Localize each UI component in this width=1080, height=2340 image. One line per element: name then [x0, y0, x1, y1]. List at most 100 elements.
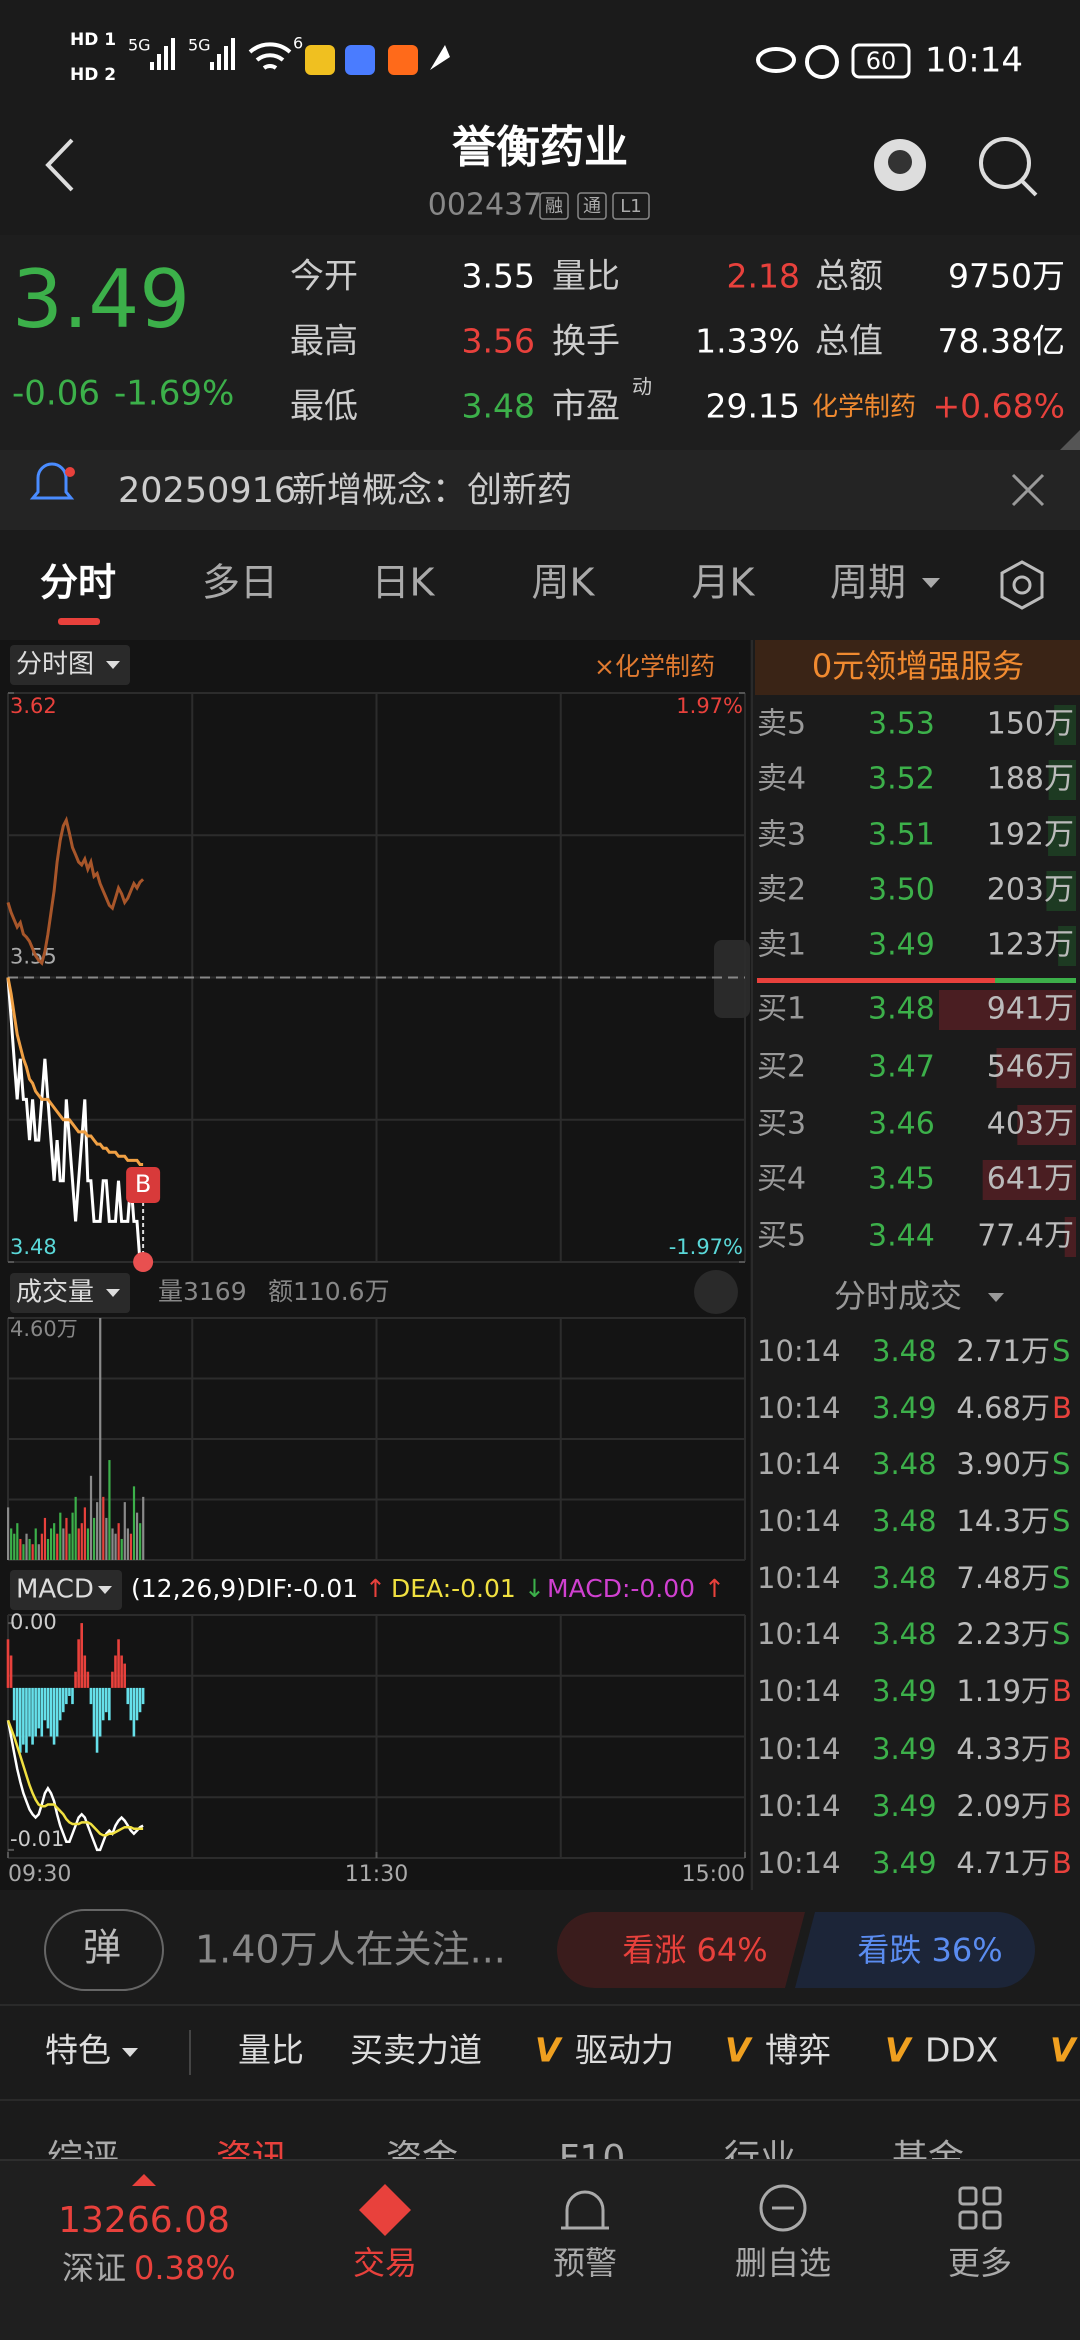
y-tick-label: 3.48: [10, 1235, 57, 1259]
book-price: 3.49: [868, 928, 935, 963]
trades-title: 分时成交: [834, 1277, 962, 1315]
chart-title-box[interactable]: [10, 1273, 130, 1313]
back-button[interactable]: [45, 138, 74, 192]
watchers: 1.40万人在关注...: [195, 1928, 506, 1972]
tab[interactable]: 周K: [532, 561, 596, 605]
macd-bar: [15, 1687, 19, 1737]
service-banner[interactable]: [755, 640, 1080, 695]
macd-bar: [28, 1687, 31, 1737]
nav-label[interactable]: 预警: [553, 2244, 617, 2282]
nav-label[interactable]: 删自选: [735, 2244, 831, 2282]
settings-icon[interactable]: [1000, 560, 1044, 610]
book-label: 卖3: [757, 818, 806, 853]
trade-price: 3.48: [872, 1504, 937, 1538]
trade-volume: 2.23万: [956, 1617, 1050, 1651]
macd-bar: [120, 1655, 123, 1688]
macd-bar: [74, 1671, 77, 1688]
tab[interactable]: 日K: [372, 561, 436, 605]
tab[interactable]: 多日: [202, 561, 278, 605]
trade-side: S: [1052, 1561, 1070, 1595]
chart-title-box[interactable]: [10, 645, 130, 685]
toolbar-item[interactable]: DDX: [925, 2031, 998, 2070]
book-volume: 641万: [987, 1162, 1074, 1197]
macd-params: (12,26,9): [131, 1574, 246, 1603]
macd-bar: [71, 1687, 74, 1705]
book-price: 3.46: [868, 1107, 935, 1142]
sim-label: HD 2: [70, 65, 116, 85]
trade-side: S: [1052, 1447, 1070, 1481]
macd-bar: [37, 1687, 41, 1729]
nav-icon[interactable]: [958, 2210, 978, 2230]
toolbar-item[interactable]: 博弈: [765, 2031, 831, 2070]
book-price: 3.44: [868, 1219, 935, 1254]
legend-arrow: ↑: [365, 1574, 386, 1603]
nav-icon[interactable]: [982, 2186, 1002, 2206]
chart-title-box[interactable]: [10, 1570, 122, 1610]
trade-time: 10:14: [757, 1674, 841, 1708]
volume-bar: [22, 1544, 25, 1560]
notice-bar[interactable]: [0, 450, 1080, 530]
tab[interactable]: 分时: [40, 561, 116, 605]
field-value: 3.55: [462, 257, 535, 296]
volume-bar: [105, 1517, 108, 1560]
app-icon: [388, 45, 418, 75]
signal-bar: [210, 62, 214, 70]
volume-bar: [117, 1523, 120, 1560]
depth-bar: [1048, 816, 1076, 856]
search-icon[interactable]: [979, 137, 1031, 189]
volume-bar: [53, 1523, 56, 1560]
macd-bar: [126, 1687, 130, 1705]
field-label: 量比: [552, 257, 620, 297]
toolbar-item[interactable]: 量比: [238, 2031, 304, 2070]
trade-time: 10:14: [757, 1334, 841, 1368]
volume-bar: [126, 1528, 129, 1560]
book-label: 卖1: [757, 928, 806, 963]
nav-label[interactable]: 更多: [948, 2244, 1012, 2282]
nav-icon[interactable]: [561, 2190, 609, 2230]
depth-bar: [1017, 1105, 1076, 1145]
macd-bar: [9, 1655, 13, 1688]
chart-title: MACD: [16, 1575, 94, 1605]
tab[interactable]: 周期: [830, 561, 906, 605]
nav-icon[interactable]: [982, 2210, 1002, 2230]
trade-price: 3.48: [872, 1447, 937, 1481]
close-notice[interactable]: [1011, 473, 1045, 507]
expand-button[interactable]: [694, 1270, 738, 1314]
trade-time: 10:14: [757, 1846, 841, 1880]
trade-volume: 2.71万: [956, 1334, 1050, 1368]
field-label: 总额: [815, 257, 883, 297]
bull-button[interactable]: [557, 1912, 805, 1988]
danmaku-button[interactable]: [44, 1909, 164, 1991]
volume-bar: [139, 1523, 142, 1560]
trade-side: S: [1052, 1334, 1070, 1368]
nav-icon[interactable]: [359, 2184, 411, 2236]
trade-side: B: [1052, 1846, 1072, 1880]
toolbar-item[interactable]: 买卖力道: [350, 2031, 482, 2070]
macd-bar: [25, 1687, 28, 1753]
nav-icon[interactable]: [759, 2184, 807, 2232]
toolbar-menu[interactable]: 特色: [45, 2031, 111, 2070]
chart-title: 成交量: [16, 1278, 94, 1308]
nav-label[interactable]: 交易: [353, 2244, 417, 2282]
y-tick-label: 0.00: [10, 1610, 57, 1634]
x-tick-label: 15:00: [682, 1862, 745, 1887]
trade-time: 10:14: [757, 1617, 841, 1651]
trade-volume: 1.19万: [956, 1674, 1050, 1708]
trade-volume: 7.48万: [956, 1561, 1050, 1595]
volume-stat: 量3169: [158, 1277, 247, 1306]
nav-icon[interactable]: [958, 2186, 978, 2206]
book-price: 3.52: [868, 762, 935, 797]
tab[interactable]: 月K: [692, 561, 756, 605]
clock: 10:14: [925, 41, 1023, 81]
book-price: 3.51: [868, 818, 935, 853]
collapse-tab[interactable]: [714, 940, 750, 1018]
macd-bar: [129, 1687, 133, 1721]
toolbar-item[interactable]: 驱动力: [575, 2031, 674, 2070]
bear-button[interactable]: [795, 1912, 1035, 1988]
volume-stat: 额110.6万: [268, 1277, 390, 1306]
tag-box: [577, 192, 607, 220]
trade-side: S: [1052, 1617, 1070, 1651]
trade-price: 3.49: [872, 1674, 937, 1708]
depth-bar: [1046, 871, 1076, 911]
macd-bar: [61, 1687, 65, 1713]
